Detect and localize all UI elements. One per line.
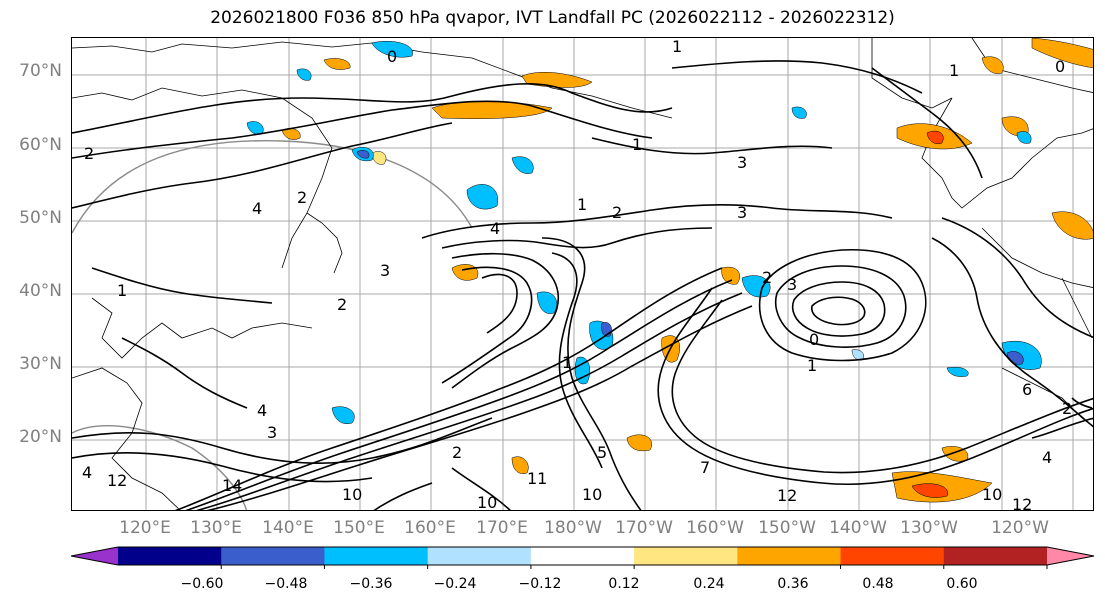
contour-label: 12 xyxy=(107,471,127,490)
contour-label: 2 xyxy=(337,295,347,314)
colorbar-tick-label: 0.60 xyxy=(946,576,978,592)
lon-label-130e: 130°E xyxy=(190,518,242,538)
ivt-contours xyxy=(72,60,1093,510)
colorbar-tick-label: 0.36 xyxy=(777,576,809,592)
contour-label: 1 xyxy=(577,195,587,214)
lon-label-150e: 150°E xyxy=(333,518,385,538)
colorbar-segment xyxy=(943,547,1048,565)
graticule xyxy=(72,38,1093,510)
contour-label: 0 xyxy=(387,47,397,66)
contour-label: 10 xyxy=(477,493,497,511)
colorbar-tick-label: 0.48 xyxy=(862,576,894,592)
lon-label-120w: 120°W xyxy=(991,518,1049,538)
contour-label: 5 xyxy=(597,443,607,462)
contour-label: 2 xyxy=(297,188,307,207)
lon-label-150w: 150°W xyxy=(758,518,816,538)
lon-label-170e: 170°E xyxy=(476,518,528,538)
lat-label-60: 60°N xyxy=(19,135,62,155)
colorbar-tick-label: −0.48 xyxy=(264,576,308,592)
lon-label-140e: 140°E xyxy=(262,518,314,538)
contour-label: 4 xyxy=(1042,448,1052,467)
lat-label-70: 70°N xyxy=(19,61,62,81)
contour-label: 12 xyxy=(777,486,797,505)
lon-label-140w: 140°W xyxy=(829,518,887,538)
colorbar-segment xyxy=(427,547,532,565)
contour-label: 10 xyxy=(982,485,1002,504)
lat-label-20: 20°N xyxy=(19,427,62,447)
lon-label-180w: 180°W xyxy=(544,518,602,538)
contour-label: 4 xyxy=(252,199,262,218)
contour-label: 4 xyxy=(490,219,500,238)
map-panel: 1 0 1 2 1 2 1 2 4 3 2 3 0 1 3 4 2 3 1 6 … xyxy=(71,37,1094,511)
contour-labels: 1 0 1 2 1 2 1 2 4 3 2 3 0 1 3 4 2 3 1 6 … xyxy=(82,38,1072,511)
colorbar-segment xyxy=(840,547,945,565)
colorbar-tick-label: 0.24 xyxy=(693,576,725,592)
map-canvas: 1 0 1 2 1 2 1 2 4 3 2 3 0 1 3 4 2 3 1 6 … xyxy=(72,38,1093,511)
contour-label: 1 xyxy=(562,353,572,372)
contour-label: 0 xyxy=(809,330,819,349)
lon-label-120e: 120°E xyxy=(119,518,171,538)
colorbar-outline xyxy=(70,546,1095,566)
contour-label: 0 xyxy=(1055,57,1065,76)
positive-qvapor-shading xyxy=(281,38,1093,503)
contour-label: 11 xyxy=(527,469,547,488)
lon-label-170w: 170°W xyxy=(615,518,673,538)
colorbar-segment xyxy=(221,547,325,565)
contour-label: 1 xyxy=(117,281,127,300)
contour-label: 2 xyxy=(452,443,462,462)
contour-label: 2 xyxy=(762,268,772,287)
colorbar-tick-label: −0.60 xyxy=(180,576,224,592)
colorbar-tick-label: −0.36 xyxy=(349,576,393,592)
colorbar-ticks xyxy=(220,565,1048,569)
colorbar-segment xyxy=(634,547,738,565)
contour-label: 10 xyxy=(342,485,362,504)
lat-label-30: 30°N xyxy=(19,354,62,374)
contour-label: 7 xyxy=(700,458,710,477)
lat-label-40: 40°N xyxy=(19,281,62,301)
contour-label: 3 xyxy=(737,153,747,172)
contour-label: 10 xyxy=(582,485,602,504)
lon-label-130w: 130°W xyxy=(900,518,958,538)
contour-label: 2 xyxy=(1062,399,1072,418)
contour-label: 2 xyxy=(612,203,622,222)
colorbar-segment xyxy=(737,547,842,565)
colorbar-segment xyxy=(530,547,635,565)
contour-label: 3 xyxy=(737,203,747,222)
colorbar-tick-label: −0.12 xyxy=(518,576,562,592)
colorbar-extend-low xyxy=(71,547,118,565)
contour-label: 1 xyxy=(632,135,642,154)
negative-qvapor-shading xyxy=(246,40,1042,424)
contour-label: 4 xyxy=(82,463,92,482)
lon-label-160e: 160°E xyxy=(404,518,456,538)
contour-label: 1 xyxy=(949,61,959,80)
contour-label: 3 xyxy=(267,423,277,442)
lat-label-50: 50°N xyxy=(19,208,62,228)
colorbar-segment xyxy=(324,547,429,565)
contour-label: 3 xyxy=(787,275,797,294)
landfall-region-outline xyxy=(72,140,473,510)
contour-label: 14 xyxy=(222,476,242,495)
colorbar-tick-label: −0.24 xyxy=(433,576,477,592)
lon-label-160w: 160°W xyxy=(686,518,744,538)
colorbar-segments xyxy=(70,546,1095,566)
contour-label: 1 xyxy=(672,38,682,56)
contour-label: 12 xyxy=(1012,495,1032,511)
contour-label: 2 xyxy=(84,144,94,163)
contour-label: 3 xyxy=(380,261,390,280)
colorbar-extend-high xyxy=(1047,547,1094,565)
contour-label: 6 xyxy=(1022,380,1032,399)
map-title: 2026021800 F036 850 hPa qvapor, IVT Land… xyxy=(210,8,895,28)
contour-label: 4 xyxy=(257,401,267,420)
contour-label: 1 xyxy=(807,356,817,375)
colorbar-tick-label: 0.12 xyxy=(608,576,640,592)
colorbar-segment xyxy=(118,547,222,565)
